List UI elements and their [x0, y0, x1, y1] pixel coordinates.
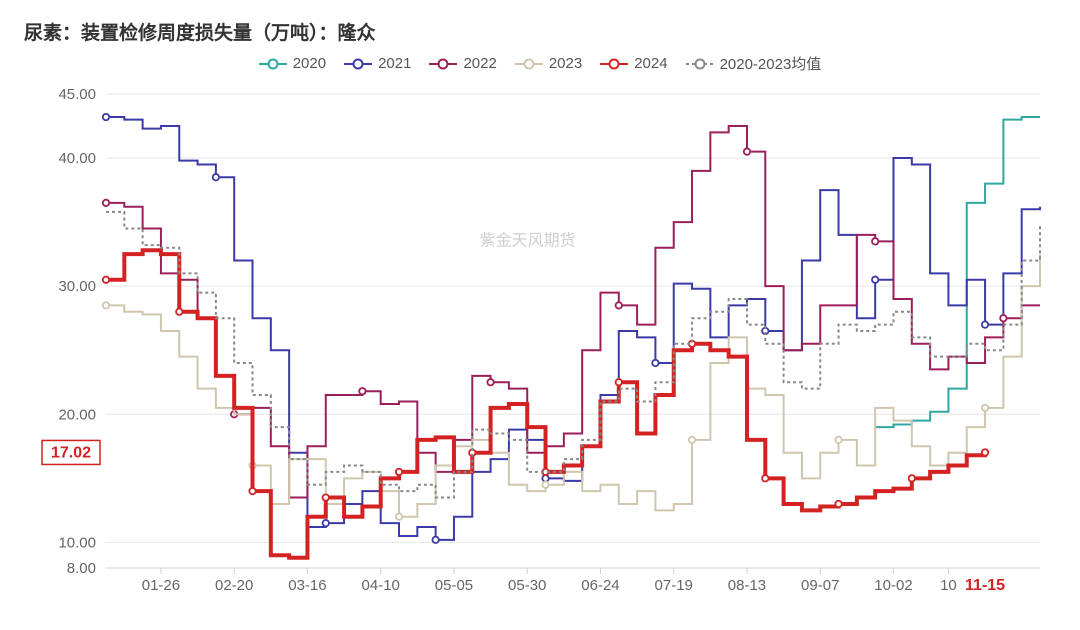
x-tick-highlight: 11-15 — [965, 577, 1005, 594]
marker-2021 — [982, 321, 988, 327]
legend-label-2022: 2022 — [463, 55, 496, 72]
svg-text:10: 10 — [940, 577, 957, 594]
legend-label-2021: 2021 — [378, 55, 411, 72]
x-axis: 01-26 02-20 03-16 04-10 05-05 05-30 06-24 07-19… — [142, 568, 1005, 594]
legend-item-2024[interactable]: 2024 — [600, 53, 667, 74]
series-2024 — [106, 250, 985, 557]
svg-text:01-26: 01-26 — [142, 577, 180, 594]
marker-2023 — [835, 437, 841, 443]
marker-2021 — [432, 537, 438, 543]
svg-text:8.00: 8.00 — [67, 560, 96, 577]
legend-item-2021[interactable]: 2021 — [344, 53, 411, 74]
legend-swatch-avg — [686, 57, 714, 71]
marker-2022 — [103, 200, 109, 206]
series-2023 — [106, 254, 1040, 517]
chart-title: 尿素：装置检修周度损失量（万吨）：隆众 — [24, 18, 1056, 45]
svg-text:10-02: 10-02 — [874, 577, 912, 594]
svg-text:45.00: 45.00 — [58, 86, 96, 103]
marker-2024 — [909, 475, 915, 481]
marker-2022 — [487, 379, 493, 385]
legend-item-avg[interactable]: 2020-2023均值 — [686, 53, 822, 74]
legend-label-2024: 2024 — [634, 55, 667, 72]
series-2020 — [875, 117, 1040, 427]
legend-item-2022[interactable]: 2022 — [429, 53, 496, 74]
marker-2021 — [213, 174, 219, 180]
legend: 2020 2021 2022 2023 2024 2020-2023均值 — [24, 53, 1056, 74]
marker-2024 — [982, 449, 988, 455]
series-2021 — [106, 117, 1040, 540]
marker-2023 — [689, 437, 695, 443]
marker-2022 — [872, 238, 878, 244]
marker-2022 — [359, 388, 365, 394]
svg-text:03-16: 03-16 — [288, 577, 326, 594]
marker-2021 — [323, 520, 329, 526]
watermark: 紫金天风期货 — [480, 232, 576, 250]
series-avg — [106, 212, 1040, 498]
marker-2022 — [1000, 315, 1006, 321]
svg-text:10.00: 10.00 — [58, 534, 96, 551]
chart-area: 8.0010.0020.0030.0040.0045.0001-2602-200… — [24, 78, 1056, 620]
legend-item-2023[interactable]: 2023 — [515, 53, 582, 74]
marker-2023 — [542, 482, 548, 488]
marker-2023 — [982, 405, 988, 411]
svg-text:05-05: 05-05 — [435, 577, 473, 594]
series-2022 — [106, 126, 1040, 498]
svg-text:05-30: 05-30 — [508, 577, 546, 594]
legend-label-avg: 2020-2023均值 — [720, 53, 822, 74]
svg-text:07-19: 07-19 — [655, 577, 693, 594]
svg-text:04-10: 04-10 — [362, 577, 400, 594]
legend-swatch-2021 — [344, 57, 372, 71]
legend-item-2020[interactable]: 2020 — [259, 53, 326, 74]
legend-label-2023: 2023 — [549, 55, 582, 72]
marker-2024 — [176, 309, 182, 315]
legend-label-2020: 2020 — [293, 55, 326, 72]
marker-2024 — [835, 501, 841, 507]
marker-2024 — [762, 475, 768, 481]
svg-text:30.00: 30.00 — [58, 278, 96, 295]
marker-2023 — [103, 302, 109, 308]
svg-text:40.00: 40.00 — [58, 150, 96, 167]
marker-2024 — [396, 469, 402, 475]
svg-text:06-24: 06-24 — [581, 577, 619, 594]
marker-2023 — [396, 514, 402, 520]
marker-2022 — [744, 148, 750, 154]
marker-2024 — [323, 494, 329, 500]
marker-2021 — [652, 360, 658, 366]
legend-swatch-2020 — [259, 57, 287, 71]
callout-value: 17.02 — [51, 445, 91, 462]
marker-2022 — [616, 302, 622, 308]
legend-swatch-2022 — [429, 57, 457, 71]
marker-2021 — [542, 475, 548, 481]
svg-text:08-13: 08-13 — [728, 577, 766, 594]
marker-2021 — [103, 114, 109, 120]
svg-text:02-20: 02-20 — [215, 577, 253, 594]
marker-2024 — [103, 277, 109, 283]
marker-2024 — [249, 488, 255, 494]
marker-2024 — [616, 379, 622, 385]
svg-text:09-07: 09-07 — [801, 577, 839, 594]
marker-2021 — [872, 277, 878, 283]
legend-swatch-2023 — [515, 57, 543, 71]
svg-text:20.00: 20.00 — [58, 406, 96, 423]
chart-svg: 8.0010.0020.0030.0040.0045.0001-2602-200… — [24, 78, 1056, 610]
legend-swatch-2024 — [600, 57, 628, 71]
